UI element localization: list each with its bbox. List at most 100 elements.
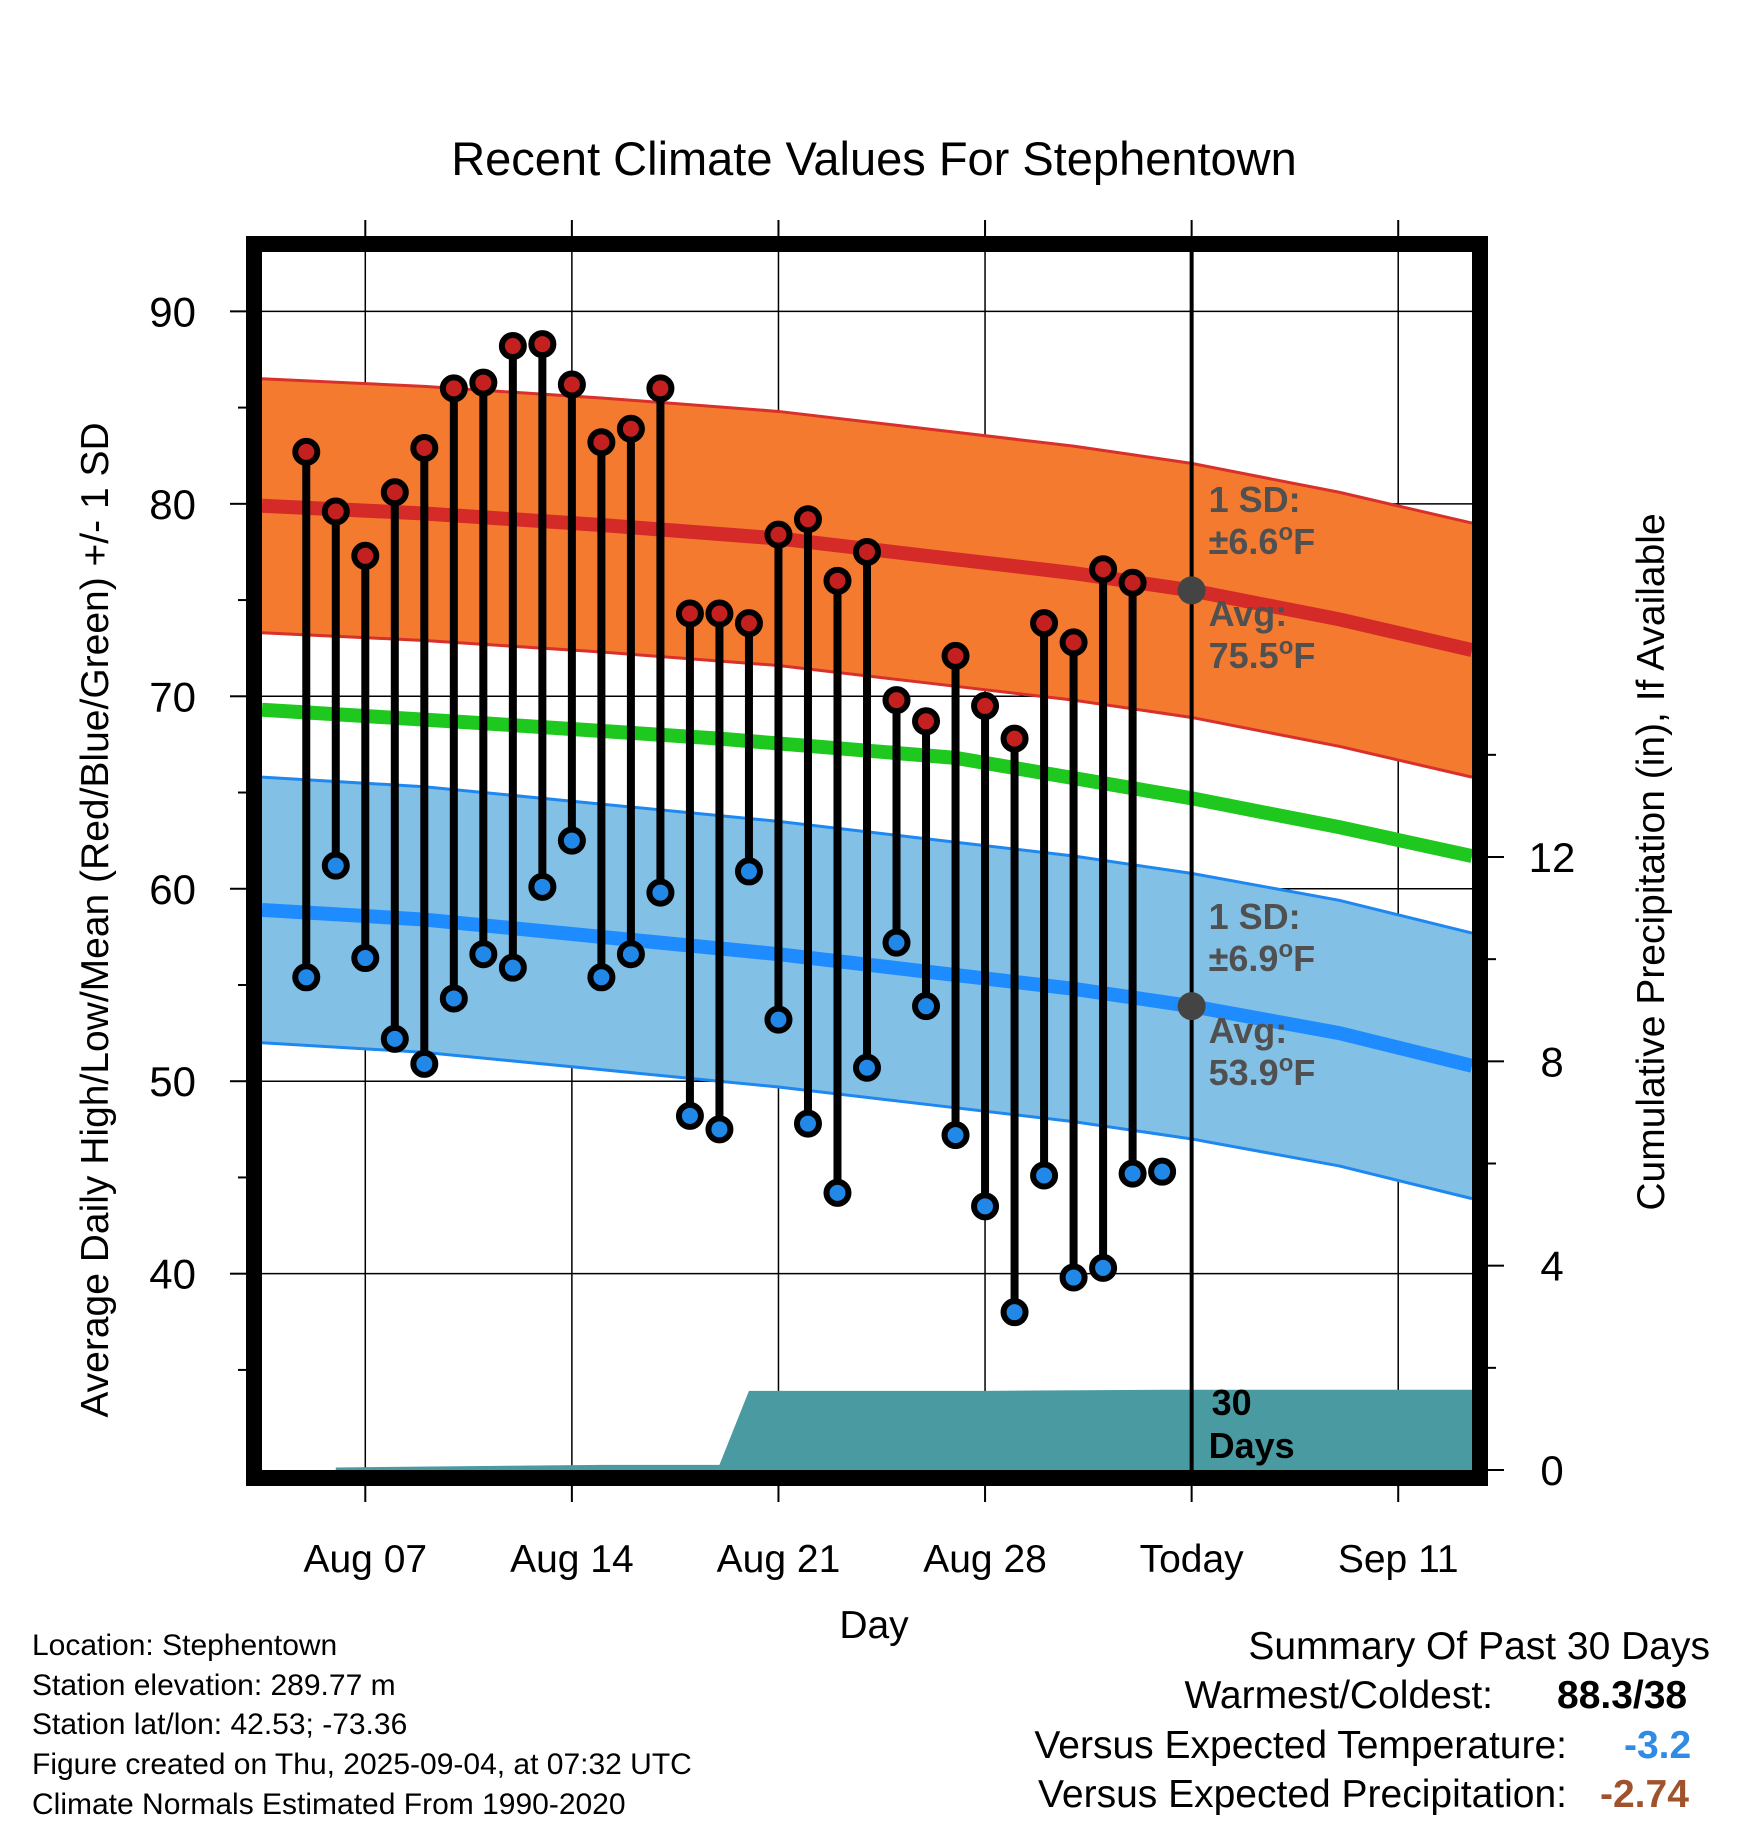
daily-low-point (351, 944, 380, 973)
daily-high-point (764, 520, 793, 549)
daily-high-point (557, 370, 586, 399)
y2-tick-label: 8 (1540, 1038, 1563, 1085)
daily-low-point (675, 1101, 704, 1130)
figure-created: Figure created on Thu, 2025-09-04, at 07… (32, 1748, 692, 1781)
days-count-label: 30 (1212, 1382, 1252, 1423)
daily-low-point (764, 1005, 793, 1034)
x-tick-label: Aug 21 (717, 1538, 841, 1581)
chart-title: Recent Climate Values For Stephentown (451, 132, 1297, 185)
x-tick-label: Aug 28 (923, 1538, 1047, 1581)
y-tick-label: 80 (149, 481, 196, 528)
daily-low-point (734, 857, 763, 886)
y-tick-label: 90 (149, 288, 196, 335)
y-tick-label: 60 (149, 866, 196, 913)
low-avg-label: Avg: (1209, 1010, 1288, 1051)
daily-high-point (1059, 628, 1088, 657)
summary-precipitation-label: Versus Expected Precipitation: (1038, 1773, 1567, 1816)
daily-low-point (793, 1109, 822, 1138)
daily-high-point (971, 691, 1000, 720)
daily-low-point (616, 940, 645, 969)
y-tick-label: 40 (149, 1251, 196, 1298)
daily-high-point (469, 368, 498, 397)
x-axis-label: Day (839, 1604, 909, 1647)
low-sd-band-lower-edge (261, 1041, 1473, 1201)
daily-low-point (1030, 1161, 1059, 1190)
precip-area (335, 1389, 1472, 1470)
summary-temperature-value: -3.2 (1624, 1724, 1692, 1767)
y2-tick-label: 4 (1540, 1243, 1563, 1290)
y2-tick-label: 0 (1540, 1447, 1563, 1494)
daily-high-point (734, 609, 763, 638)
low-avg-value: 53.9oF (1209, 1050, 1316, 1093)
daily-high-point (882, 686, 911, 715)
y-axis-label: Average Daily High/Low/Mean (Red/Blue/Gr… (74, 422, 117, 1417)
daily-low-point (823, 1178, 852, 1207)
station-elevation: Station elevation: 289.77 m (32, 1669, 396, 1702)
daily-low-point (1089, 1253, 1118, 1282)
x-tick-label: Aug 07 (303, 1538, 427, 1581)
today-low-marker (1177, 992, 1206, 1021)
daily-low-point (557, 826, 586, 855)
daily-high-point (616, 414, 645, 443)
y-tick-label: 50 (149, 1058, 196, 1105)
daily-low-point (439, 984, 468, 1013)
summary-warmest-coldest-label: Warmest/Coldest: (1184, 1674, 1493, 1717)
daily-high-point (1030, 609, 1059, 638)
daily-high-point (587, 428, 616, 457)
daily-high-point (793, 505, 822, 534)
daily-high-point (498, 332, 527, 361)
summary-warmest-coldest: Warmest/Coldest: 88.3/38 (0, 1674, 1748, 1722)
summary-temperature-label: Versus Expected Temperature: (1034, 1724, 1567, 1767)
daily-low-point (941, 1121, 970, 1150)
y-tick-label: 70 (149, 673, 196, 720)
daily-high-point (321, 497, 350, 526)
station-location: Location: Stephentown (32, 1629, 338, 1662)
daily-low-point (882, 928, 911, 957)
daily-low-point (292, 963, 321, 992)
daily-low-point (1118, 1159, 1147, 1188)
daily-high-point (823, 566, 852, 595)
daily-high-point (675, 599, 704, 628)
high-sd-label: 1 SD: (1209, 479, 1301, 520)
daily-low-point (528, 872, 557, 901)
daily-low-point (321, 851, 350, 880)
x-tick-label: Today (1140, 1538, 1245, 1581)
daily-low-point (1000, 1298, 1029, 1327)
daily-low-point (380, 1024, 409, 1053)
y2-tick-label: 12 (1529, 834, 1576, 881)
daily-high-point (410, 434, 439, 463)
x-tick-label: Aug 14 (510, 1538, 634, 1581)
daily-low-point (912, 992, 941, 1021)
daily-high-point (1000, 724, 1029, 753)
daily-high-point (292, 437, 321, 466)
daily-low-point (587, 963, 616, 992)
daily-high-point (380, 478, 409, 507)
summary-title: Summary Of Past 30 Days (1248, 1625, 1710, 1668)
days-word-label: Days (1209, 1425, 1295, 1466)
daily-high-point (439, 374, 468, 403)
daily-high-point (351, 541, 380, 570)
station-latlon: Station lat/lon: 42.53; -73.36 (32, 1708, 408, 1741)
summary-temperature: Versus Expected Temperature: -3.2 (0, 1724, 1748, 1772)
daily-low-point (705, 1115, 734, 1144)
daily-high-point (646, 374, 675, 403)
daily-high-point (912, 707, 941, 736)
high-avg-label: Avg: (1209, 593, 1288, 634)
daily-high-point (528, 330, 557, 359)
y2-axis-label: Cumulative Precipitation (in), If Availa… (1630, 513, 1673, 1210)
daily-high-point (1089, 555, 1118, 584)
daily-low-point (853, 1053, 881, 1082)
high-avg-value: 75.5oF (1209, 633, 1316, 676)
daily-low-point (646, 878, 675, 907)
daily-high-point (705, 599, 734, 628)
daily-high-point (1118, 568, 1147, 597)
plot-frame (246, 236, 1488, 1486)
daily-low-point (469, 940, 498, 969)
daily-high-point (941, 641, 970, 670)
daily-low-point (410, 1049, 439, 1078)
climate-normals-note: Climate Normals Estimated From 1990-2020 (32, 1788, 626, 1821)
today-high-marker (1177, 576, 1206, 605)
daily-low-point (1059, 1263, 1088, 1292)
low-sd-label: 1 SD: (1209, 896, 1301, 937)
